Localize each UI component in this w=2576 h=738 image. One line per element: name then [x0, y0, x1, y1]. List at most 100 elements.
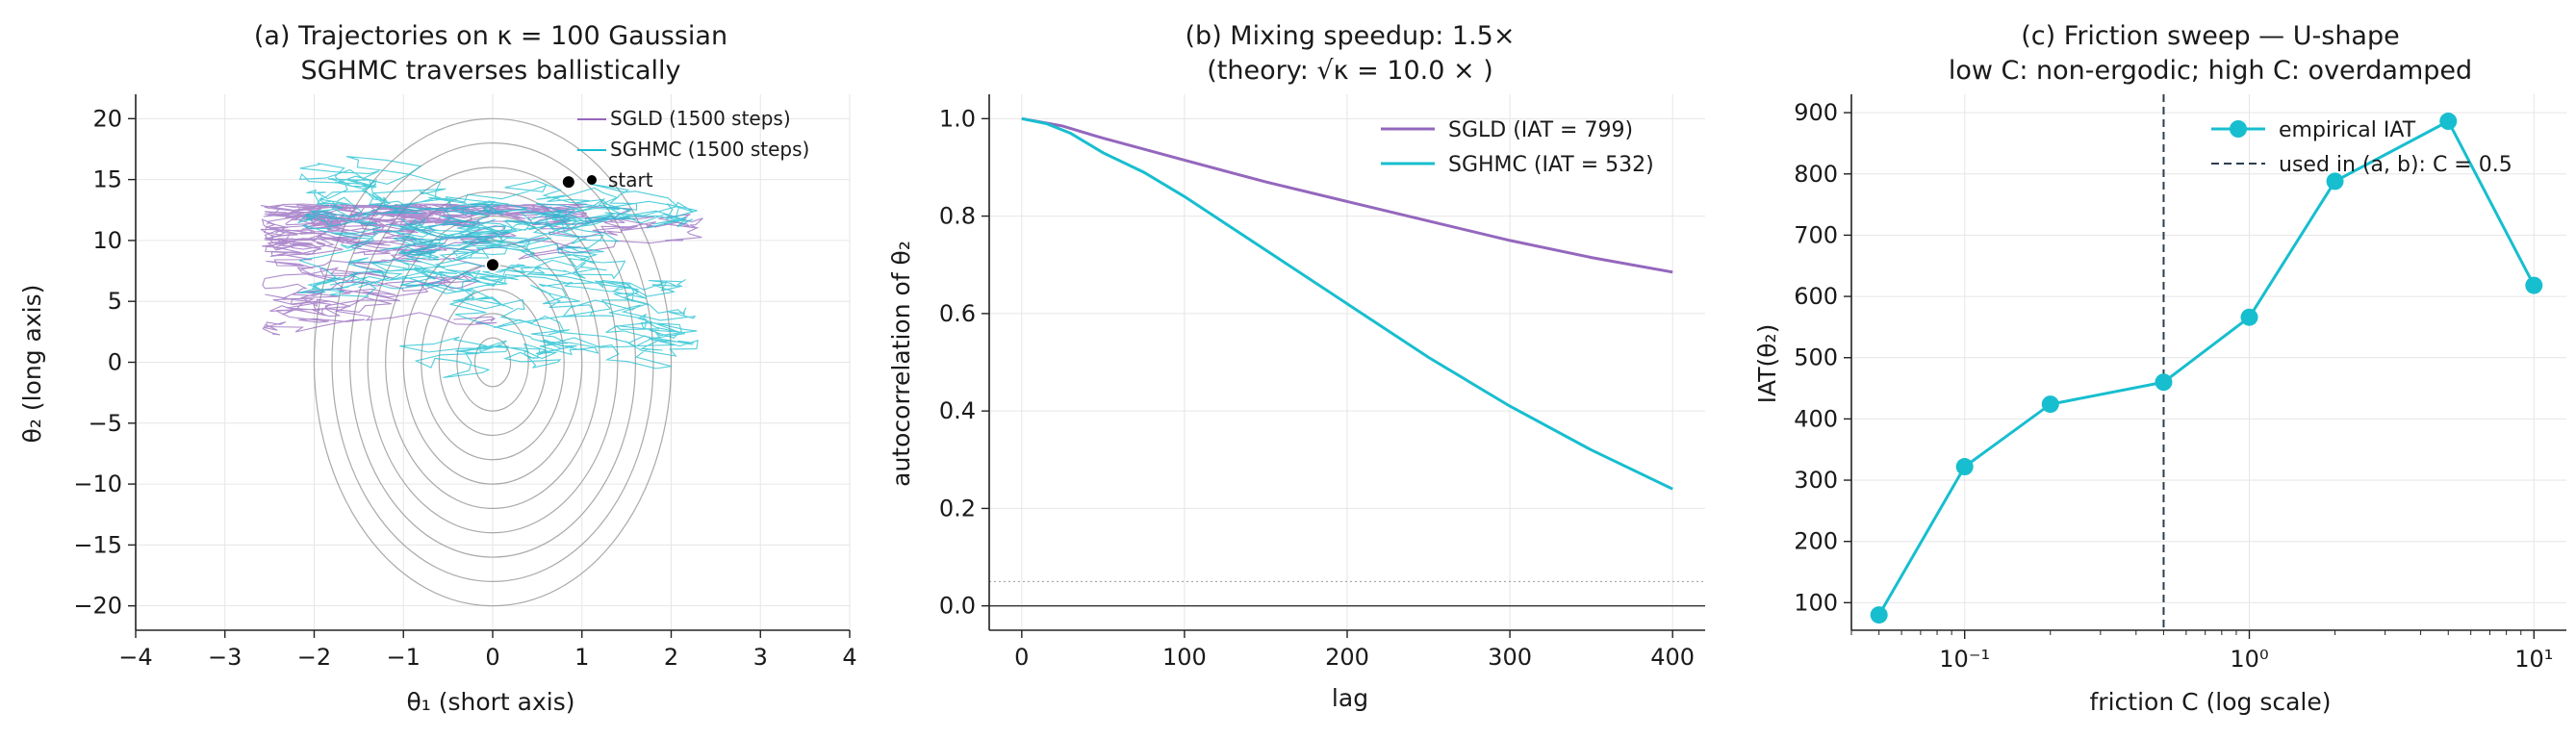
x-tick-label: 300	[1488, 644, 1532, 671]
series-line-sghmc	[1021, 116, 1673, 491]
x-tick-label: 1	[574, 644, 589, 671]
y-tick-label: −20	[73, 593, 122, 620]
x-tick-label: 400	[1650, 644, 1695, 671]
legend-label: used in (a, b): C = 0.5	[2279, 153, 2512, 177]
x-tick-label: −4	[118, 644, 152, 671]
panel-c-title: (c) Friction sweep — U-shape	[2021, 21, 2399, 51]
contour-ellipse	[402, 240, 583, 485]
panel-b-legend: SGLD (IAT = 799) SGHMC (IAT = 532)	[1381, 118, 1654, 177]
panel-c-series	[1870, 94, 2543, 630]
panel-a-title: (a) Trajectories on κ = 100 Gaussian	[254, 21, 727, 51]
panel-c-legend: empirical IAT used in (a, b): C = 0.5	[2211, 118, 2512, 177]
legend-label: SGLD (IAT = 799)	[1448, 118, 1633, 142]
contour-ellipse	[473, 337, 512, 388]
y-tick-label: 400	[1794, 405, 1838, 432]
y-tick-label: 500	[1794, 344, 1838, 371]
panel-a-trajectories-lines	[260, 156, 703, 379]
legend-label: SGHMC (IAT = 532)	[1448, 153, 1654, 177]
y-tick-label: 300	[1794, 467, 1838, 494]
x-tick-label: −3	[208, 644, 242, 671]
panel-a-trajectories: (a) Trajectories on κ = 100 Gaussian SGH…	[18, 21, 857, 716]
y-tick-label: 900	[1794, 99, 1838, 126]
data-point	[2155, 373, 2173, 392]
panel-b-ylabel: autocorrelation of θ₂	[887, 241, 915, 487]
series-line-sgld	[1021, 116, 1673, 274]
x-tick-label: 200	[1325, 644, 1369, 671]
data-point	[2439, 113, 2458, 131]
marker-start	[560, 174, 576, 191]
panel-a-ylabel: θ₂ (long axis)	[18, 285, 46, 444]
legend-start-marker	[587, 175, 597, 185]
y-tick-label: 5	[108, 288, 122, 315]
y-tick-label: 10	[92, 227, 122, 254]
data-point	[2326, 172, 2344, 191]
contour-ellipse	[367, 191, 619, 534]
contour-ellipse	[385, 215, 600, 510]
data-point	[1955, 458, 1974, 476]
y-tick-label: 0.4	[939, 397, 976, 424]
x-tick-label: 0	[1014, 644, 1029, 671]
panel-c-axes: 10⁻¹ 10⁰ 10¹ 100 200 300 400 500 600 700 800 900	[1794, 94, 2566, 673]
contour-ellipse	[331, 142, 654, 582]
x-tick-label: 10⁰	[2230, 646, 2268, 673]
x-tick-label: −2	[297, 644, 331, 671]
panel-a-subtitle: SGHMC traverses ballistically	[300, 56, 680, 86]
series-line-iat	[1877, 118, 2536, 616]
x-tick-label: 100	[1162, 644, 1207, 671]
data-point	[2240, 308, 2258, 326]
x-tick-label: 0	[485, 644, 499, 671]
y-tick-label: −15	[73, 531, 122, 558]
y-tick-label: 0.0	[939, 593, 976, 620]
contour-ellipse	[313, 117, 673, 607]
panel-b-series	[989, 116, 1705, 607]
y-tick-label: 0.6	[939, 300, 976, 327]
panel-c-subtitle: low C: non-ergodic; high C: overdamped	[1949, 56, 2472, 86]
panel-c-xlabel: friction C (log scale)	[2090, 688, 2332, 716]
panel-a-grid	[135, 94, 851, 630]
legend-swatch-marker	[2230, 120, 2247, 138]
legend-label: empirical IAT	[2279, 118, 2416, 142]
y-tick-label: 0.8	[939, 203, 976, 230]
x-tick-label: 3	[753, 644, 768, 671]
x-tick-label: 2	[664, 644, 678, 671]
panel-a-legend: SGLD (1500 steps) SGHMC (1500 steps) start	[577, 107, 809, 191]
y-tick-label: 100	[1794, 589, 1838, 616]
panel-b-autocorrelation: (b) Mixing speedup: 1.5× (theory: √κ = 1…	[887, 21, 1705, 712]
y-tick-label: 0.2	[939, 495, 976, 522]
y-tick-label: 800	[1794, 161, 1838, 188]
marker-origin	[485, 257, 500, 273]
panel-b-grid	[989, 94, 1705, 630]
x-tick-label: −1	[387, 644, 421, 671]
data-point	[2041, 395, 2059, 414]
contour-ellipse	[456, 313, 529, 412]
y-tick-label: 20	[92, 105, 122, 132]
y-tick-label: 0	[108, 349, 122, 376]
y-tick-label: −10	[73, 471, 122, 497]
panel-c-ylabel: IAT(θ₂)	[1753, 324, 1781, 404]
y-tick-label: 600	[1794, 283, 1838, 310]
panel-c-friction-sweep: (c) Friction sweep — U-shape low C: non-…	[1753, 21, 2566, 716]
y-tick-label: 1.0	[939, 105, 976, 132]
data-point	[2525, 276, 2543, 294]
y-tick-label: −5	[89, 410, 122, 437]
panel-b-subtitle: (theory: √κ = 10.0 × )	[1207, 56, 1493, 86]
legend-label: SGLD (1500 steps)	[610, 107, 791, 130]
x-tick-label: 10⁻¹	[1939, 646, 1990, 673]
x-tick-label: 4	[842, 644, 856, 671]
legend-label: start	[608, 168, 653, 191]
y-tick-label: 200	[1794, 528, 1838, 555]
panel-b-xlabel: lag	[1332, 684, 1368, 712]
panel-a-markers	[485, 174, 576, 273]
data-point	[1870, 606, 1888, 624]
trajectory-sghmc	[297, 156, 699, 379]
panel-b-title: (b) Mixing speedup: 1.5×	[1186, 21, 1516, 51]
panel-b-axes: 0 100 200 300 400 0.0 0.2 0.4 0.6 0.8 1.0	[939, 94, 1705, 671]
y-tick-label: 700	[1794, 221, 1838, 248]
contour-ellipse	[349, 166, 636, 558]
x-tick-label: 10¹	[2514, 646, 2553, 673]
y-tick-label: 15	[92, 166, 122, 193]
legend-label: SGHMC (1500 steps)	[610, 138, 809, 161]
contour-ellipse	[438, 288, 548, 437]
